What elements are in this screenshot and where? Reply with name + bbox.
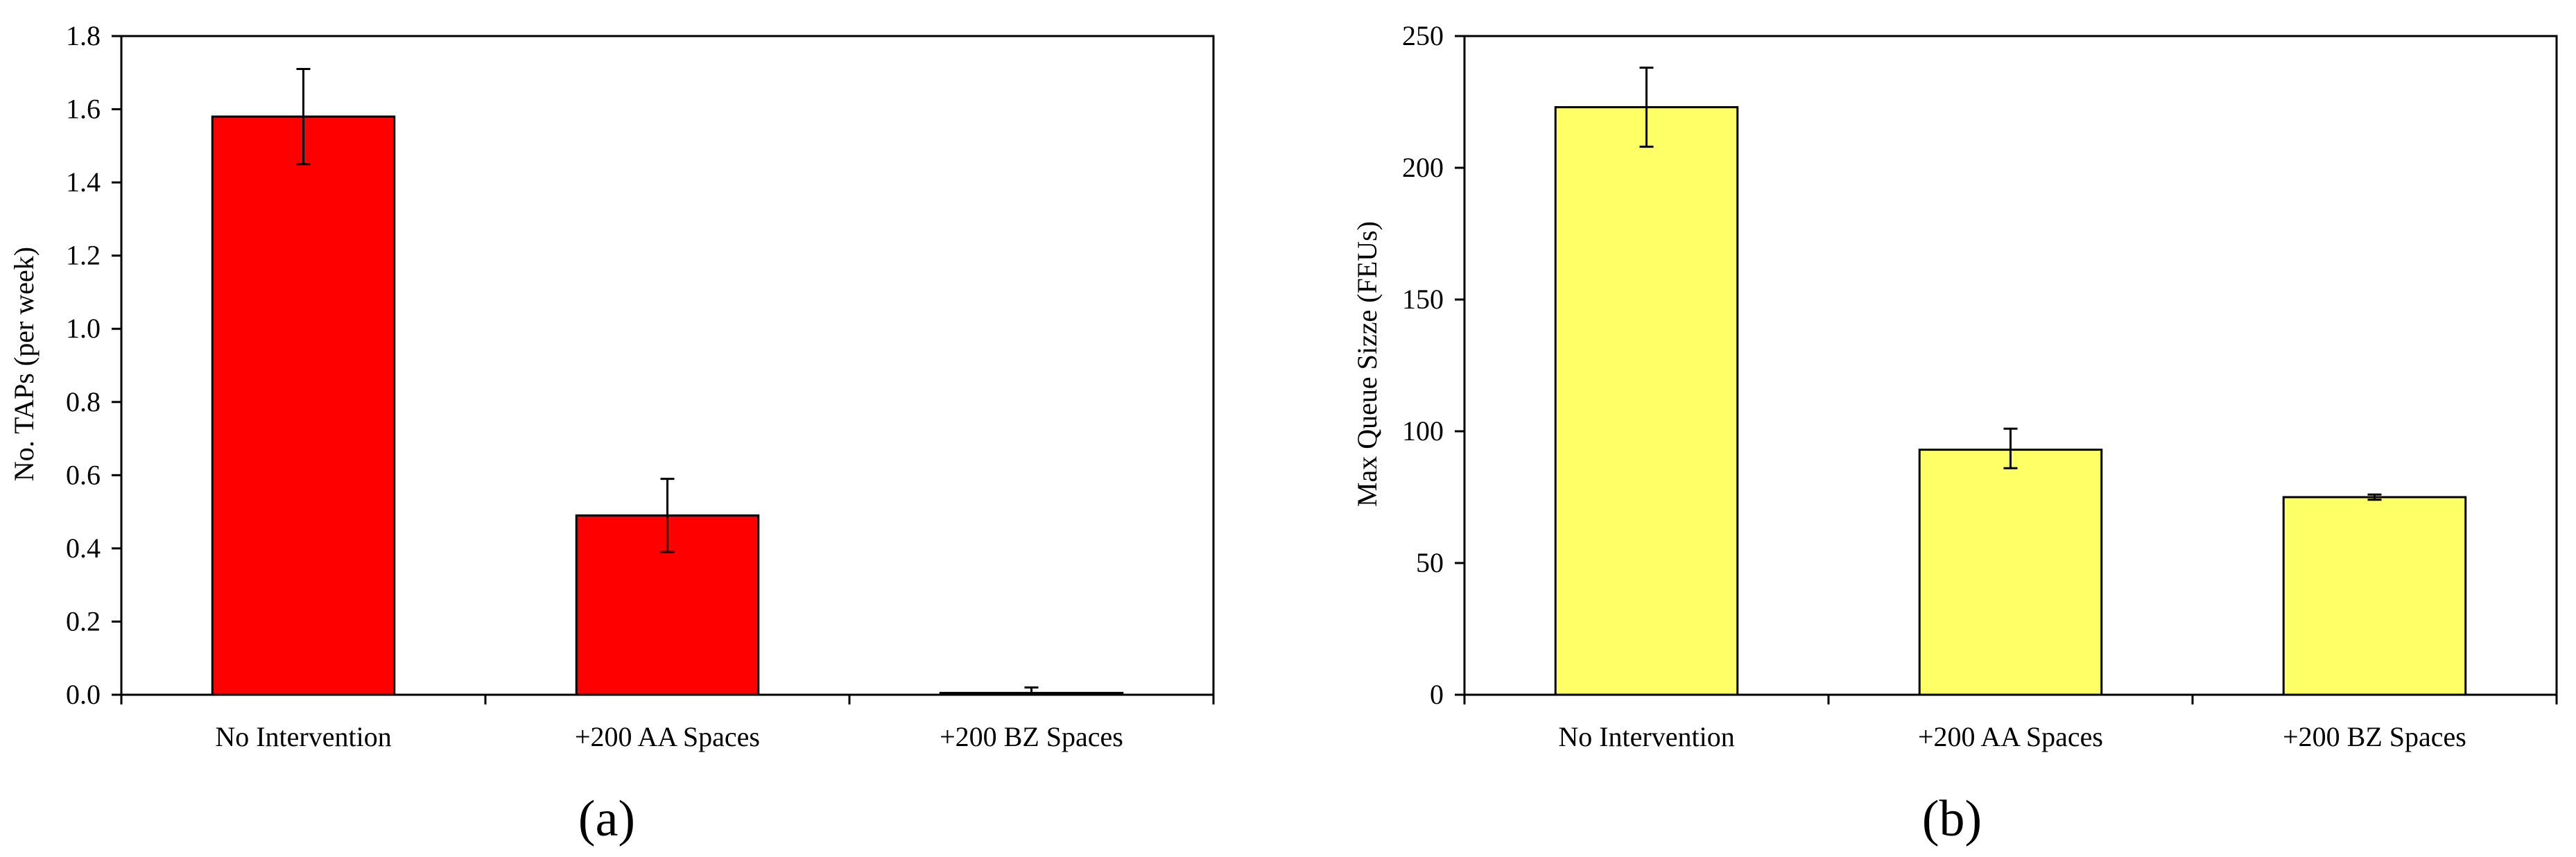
- panel-a-x-category-label: No Intervention: [215, 721, 391, 752]
- panel-b-plot-area: 0 50 100 150 200 250 No Intervention +200 AA Sp…: [1402, 20, 2558, 752]
- panel-a-x-category-label: +200 AA Spaces: [575, 721, 760, 752]
- panel-b-y-tick-label: 250: [1402, 20, 1444, 51]
- panel-a-y-tick-label: 1.8: [66, 20, 101, 51]
- panel-a-y-axis-title: No. TAPs (per week): [8, 247, 40, 481]
- panel-a-label: (a): [578, 790, 635, 847]
- panel-a-x-category-label: +200 BZ Spaces: [940, 721, 1123, 752]
- panel-a-y-tick-label: 0.4: [66, 533, 101, 564]
- panel-b-y-tick-label: 150: [1402, 284, 1444, 315]
- panel-b-bar: [1918, 449, 2103, 696]
- panel-b-x-category-label: No Intervention: [1558, 721, 1734, 752]
- panel-b-y-tick-label: 200: [1402, 152, 1444, 183]
- panel-a-y-tick-label: 0.8: [66, 386, 101, 417]
- panel-b-y-tick-label: 0: [1430, 679, 1444, 710]
- panel-b-x-category-label: +200 BZ Spaces: [2283, 721, 2466, 752]
- panel-b-bar: [1554, 106, 1739, 696]
- panel-a-y-tick-label: 0.6: [66, 459, 101, 490]
- panel-a-y-tick-label: 0.0: [66, 679, 101, 710]
- panel-b-bar: [2282, 496, 2467, 696]
- panel-a-y-tick-label: 1.4: [66, 166, 101, 198]
- panel-a-y-tick-label: 1.0: [66, 313, 101, 344]
- panel-b-y-tick-label: 50: [1416, 547, 1444, 578]
- panel-a-bar: [211, 115, 396, 696]
- panel-a-y-tick-label: 1.6: [66, 94, 101, 125]
- panel-b-x-category-label: +200 AA Spaces: [1918, 721, 2103, 752]
- panel-a-chart: 0.0 0.2 0.4 0.6 0.8 1.0 1.2 1.4 1.6 1.8 No Interve…: [8, 20, 1215, 847]
- panel-b-y-tick-label: 100: [1402, 415, 1444, 447]
- panel-b-label: (b): [1922, 790, 1982, 847]
- panel-a-plot-area: 0.0 0.2 0.4 0.6 0.8 1.0 1.2 1.4 1.6 1.8 No Interve…: [66, 20, 1215, 752]
- panel-b-y-axis-title: Max Queue Sizze (FEUs): [1351, 221, 1383, 507]
- panel-a-y-tick-label: 0.2: [66, 605, 101, 637]
- panel-a-y-tick-label: 1.2: [66, 240, 101, 271]
- panel-b-chart: 0 50 100 150 200 250 No Intervention +200 AA Sp…: [1351, 20, 2558, 847]
